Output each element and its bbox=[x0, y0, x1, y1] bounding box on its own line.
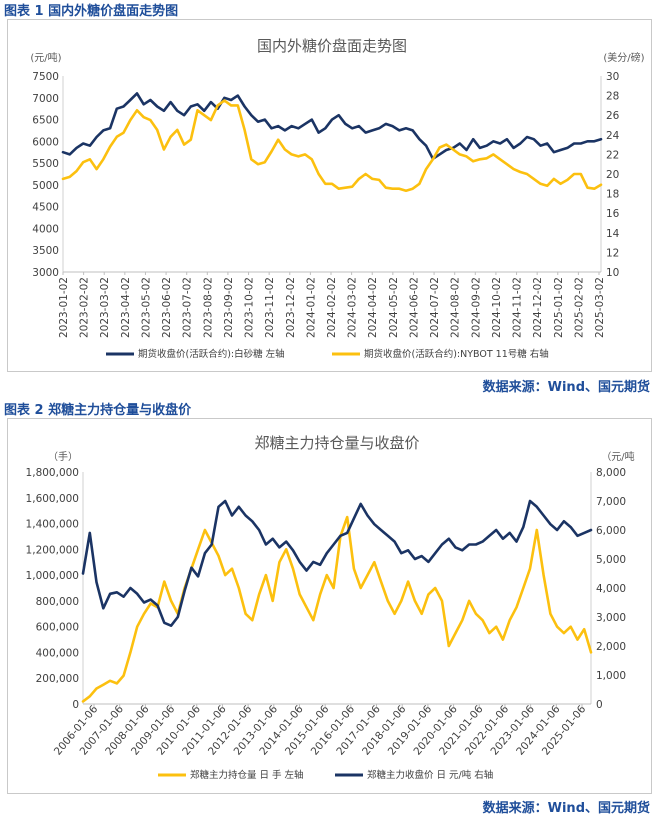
x-tick-label: 2024-09-02 bbox=[470, 277, 482, 338]
x-tick-label: 2024-12-02 bbox=[532, 277, 544, 338]
left-axis-unit: （手） bbox=[48, 450, 78, 463]
right-tick-label: 16 bbox=[606, 208, 620, 220]
left-tick-label: 600,000 bbox=[36, 622, 79, 634]
x-tick-label: 2023-01-02 bbox=[58, 277, 70, 338]
left-tick-label: 4500 bbox=[32, 202, 59, 214]
right-tick-label: 14 bbox=[606, 228, 620, 240]
right-tick-label: 7,000 bbox=[596, 496, 626, 508]
right-tick-label: 10 bbox=[606, 267, 619, 279]
source-note-1: 数据来源：Wind、国元期货 bbox=[482, 380, 650, 395]
legend-label-1: 期货收盘价(活跃合约):白砂糖 左轴 bbox=[138, 348, 285, 360]
x-tick-label: 2024-08-02 bbox=[450, 277, 462, 338]
x-tick-label: 2023-10-02 bbox=[244, 277, 256, 338]
x-tick-label: 2024-07-02 bbox=[429, 277, 441, 338]
chart-1: 国内外糖价盘面走势图 (元/吨) (美分/磅) 3000 3500 4000 4500 500… bbox=[30, 37, 644, 360]
chart-title: 国内外糖价盘面走势图 bbox=[257, 37, 407, 55]
right-tick-label: 26 bbox=[606, 110, 620, 122]
right-axis-unit: （元/吨 bbox=[601, 450, 634, 463]
legend-label-2: 期货收盘价(活跃合约):NYBOT 11号糖 右轴 bbox=[364, 348, 549, 360]
x-tick-label: 2023-03-02 bbox=[99, 277, 111, 338]
x-tick-label: 2025-03-02 bbox=[594, 277, 606, 338]
right-tick-label: 3,000 bbox=[596, 612, 626, 624]
series-line-2 bbox=[61, 99, 603, 192]
series-line-1 bbox=[61, 92, 603, 161]
left-tick-label: 3500 bbox=[32, 245, 59, 257]
series-line-1 bbox=[81, 515, 593, 703]
figure-2-caption: 图表 2 郑糖主力持仓量与收盘价 bbox=[4, 403, 192, 418]
x-tick-label: 2023-09-02 bbox=[223, 277, 235, 338]
left-tick-label: 1,800,000 bbox=[26, 467, 79, 479]
left-tick-label: 400,000 bbox=[36, 647, 79, 659]
source-note-2: 数据来源：Wind、国元期货 bbox=[482, 801, 650, 816]
x-tick-label: 2023-05-02 bbox=[140, 277, 152, 338]
x-tick-label: 2023-08-02 bbox=[202, 277, 214, 338]
right-tick-label: 30 bbox=[606, 71, 619, 83]
x-tick-label: 2024-01-02 bbox=[305, 277, 317, 338]
chart-title: 郑糖主力持仓量与收盘价 bbox=[254, 434, 419, 452]
x-tick-label: 2024-03-02 bbox=[347, 277, 359, 338]
x-tick-label: 2023-02-02 bbox=[79, 277, 91, 338]
x-tick-label: 2023-07-02 bbox=[182, 277, 194, 338]
left-tick-label: 6000 bbox=[32, 136, 59, 148]
x-tick-label: 2023-06-02 bbox=[161, 277, 173, 338]
x-tick-label: 2024-06-02 bbox=[408, 277, 420, 338]
left-tick-label: 4000 bbox=[32, 223, 59, 235]
right-tick-label: 18 bbox=[606, 189, 619, 201]
right-tick-label: 22 bbox=[606, 149, 619, 161]
x-tick-label: 2024-02-02 bbox=[326, 277, 338, 338]
left-tick-label: 5500 bbox=[32, 158, 59, 170]
right-tick-label: 4,000 bbox=[596, 583, 626, 595]
left-tick-label: 1,400,000 bbox=[26, 519, 79, 531]
left-tick-label: 800,000 bbox=[36, 596, 79, 608]
left-tick-label: 7500 bbox=[32, 71, 59, 83]
chart-1-frame: 国内外糖价盘面走势图 (元/吨) (美分/磅) 3000 3500 4000 4500 500… bbox=[7, 19, 652, 372]
left-tick-label: 200,000 bbox=[36, 673, 79, 685]
right-tick-label: 12 bbox=[606, 247, 619, 259]
left-axis-unit: (元/吨) bbox=[30, 51, 61, 64]
left-tick-label: 6500 bbox=[32, 115, 59, 127]
figure-1-caption: 图表 1 国内外糖价盘面走势图 bbox=[4, 4, 179, 19]
left-tick-label: 1,000,000 bbox=[26, 570, 79, 582]
left-tick-label: 5000 bbox=[32, 180, 59, 192]
x-tick-label: 2024-04-02 bbox=[367, 277, 379, 338]
right-tick-label: 2,000 bbox=[596, 641, 626, 653]
right-tick-label: 28 bbox=[606, 91, 619, 103]
right-tick-label: 20 bbox=[606, 169, 619, 181]
x-tick-label: 2024-11-02 bbox=[512, 277, 524, 338]
left-tick-label: 7000 bbox=[32, 93, 59, 105]
x-tick-label: 2025-01-02 bbox=[553, 277, 565, 338]
legend-label-1: 郑糖主力持仓量 日 手 左轴 bbox=[190, 769, 304, 781]
right-tick-label: 24 bbox=[606, 130, 620, 142]
chart-2-frame: 郑糖主力持仓量与收盘价 （手） （元/吨 0 200,000 400,000 600,000… bbox=[7, 418, 652, 794]
x-tick-label: 2023-12-02 bbox=[285, 277, 297, 338]
right-tick-label: 6,000 bbox=[596, 525, 626, 537]
right-axis-unit: (美分/磅) bbox=[603, 51, 644, 64]
left-tick-label: 1,200,000 bbox=[26, 544, 79, 556]
x-tick-label: 2024-05-02 bbox=[388, 277, 400, 338]
x-tick-label: 2023-04-02 bbox=[120, 277, 132, 338]
right-tick-label: 0 bbox=[596, 699, 603, 711]
left-tick-label: 3000 bbox=[32, 267, 59, 279]
x-tick-label: 2024-10-02 bbox=[491, 277, 503, 338]
left-tick-label: 0 bbox=[72, 699, 79, 711]
right-tick-label: 5,000 bbox=[596, 554, 626, 566]
right-tick-label: 1,000 bbox=[596, 670, 626, 682]
left-tick-label: 1,600,000 bbox=[26, 493, 79, 505]
chart-2: 郑糖主力持仓量与收盘价 （手） （元/吨 0 200,000 400,000 600,000… bbox=[26, 434, 635, 781]
right-tick-label: 8,000 bbox=[596, 467, 626, 479]
x-tick-label: 2023-11-02 bbox=[264, 277, 276, 338]
x-tick-label: 2025-02-02 bbox=[573, 277, 585, 338]
series-line-2 bbox=[81, 499, 593, 627]
legend-label-2: 郑糖主力收盘价 日 元/吨 右轴 bbox=[367, 769, 493, 781]
